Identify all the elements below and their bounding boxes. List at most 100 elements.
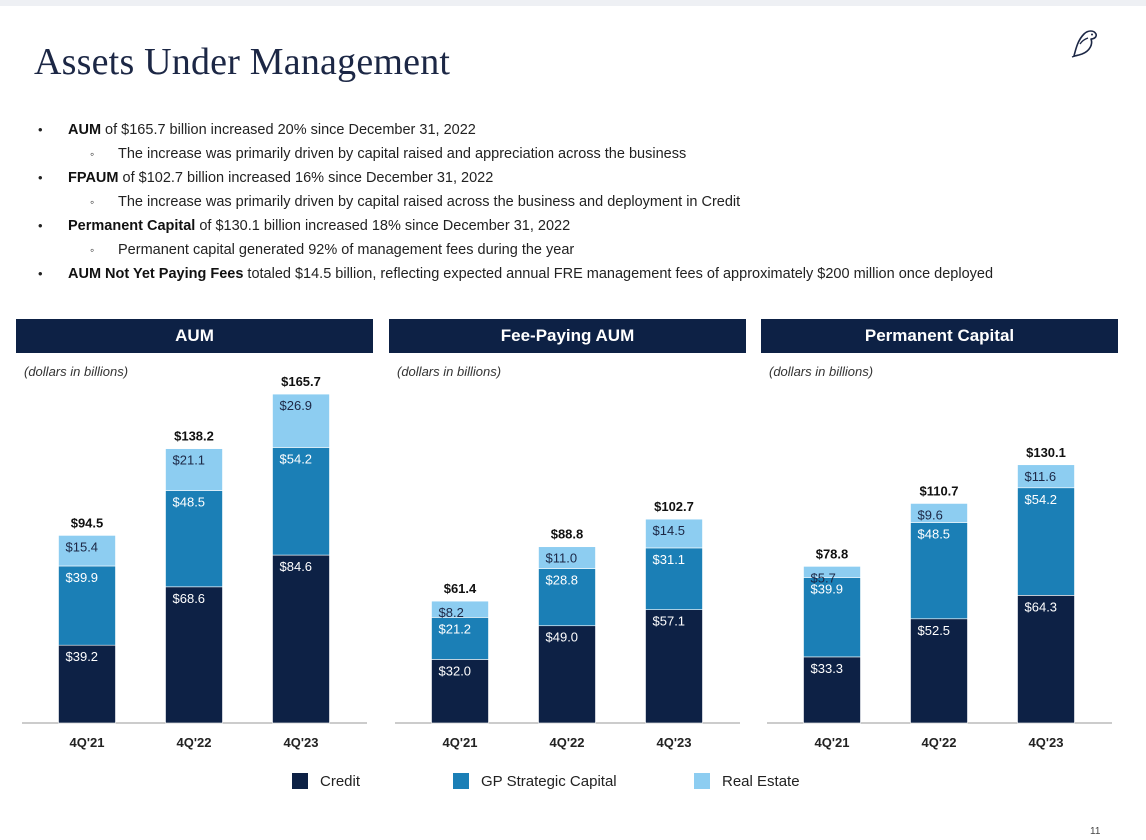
x-tick-label: 4Q'21 <box>70 735 105 750</box>
data-label-credit: $64.3 <box>1025 599 1058 614</box>
data-label-gp-strategic-capital: $39.9 <box>811 582 844 597</box>
bar-segment-gp-strategic-capital <box>803 577 861 658</box>
fee-paying-aum-unit-note: (dollars in billions) <box>397 364 502 379</box>
total-label: $78.8 <box>816 546 849 561</box>
sub-bullet-item: The increase was primarily driven by cap… <box>38 142 1128 166</box>
x-tick-label: 4Q'22 <box>550 735 585 750</box>
data-label-real-estate: $8.2 <box>439 605 464 620</box>
data-label-real-estate: $9.6 <box>918 507 943 522</box>
x-tick-label: 4Q'23 <box>657 735 692 750</box>
total-label: $61.4 <box>444 581 477 596</box>
data-label-credit: $49.0 <box>546 630 579 645</box>
bar-segment-gp-strategic-capital <box>165 490 223 588</box>
fee-paying-aum-panel: Fee-Paying AUM (dollars in billions) $32… <box>389 319 746 750</box>
bullet-emphasis: Permanent Capital <box>68 218 196 234</box>
sub-bullet-item: The increase was primarily driven by cap… <box>38 190 1128 214</box>
aum-unit-note: (dollars in billions) <box>24 364 129 379</box>
bullet-emphasis: FPAUM <box>68 170 119 186</box>
bird-logo-icon <box>1071 30 1097 58</box>
total-label: $88.8 <box>551 527 584 542</box>
permanent-capital-chart: $33.3 $39.9$5.7 $78.8 4Q'21 $52.5 $48.5 $9.6 $1… <box>767 445 1112 750</box>
data-label-real-estate: $5.7 <box>811 570 836 585</box>
data-label-gp-strategic-capital: $31.1 <box>653 552 686 567</box>
bullet-item: Permanent Capital of $130.1 billion incr… <box>38 214 1128 238</box>
permanent-capital-unit-note: (dollars in billions) <box>769 364 874 379</box>
bullet-emphasis: AUM Not Yet Paying Fees <box>68 266 244 282</box>
data-label-real-estate: $14.5 <box>653 523 686 538</box>
bullet-text: of $165.7 billion increased 20% since De… <box>101 122 476 138</box>
data-label-real-estate: $11.0 <box>546 551 578 566</box>
x-tick-label: 4Q'22 <box>177 735 212 750</box>
bar-segment-gp-strategic-capital <box>1017 487 1075 596</box>
legend-swatch-real-estate <box>694 773 710 789</box>
aum-panel: AUM (dollars in billions) $39.2 $39.9 $15.… <box>16 319 373 750</box>
legend-label-real-estate: Real Estate <box>722 773 800 790</box>
permanent-capital-panel: Permanent Capital (dollars in billions) … <box>761 319 1118 750</box>
aum-panel-title: AUM <box>16 319 373 353</box>
data-label-credit: $39.2 <box>66 649 99 664</box>
bar-segment-real-estate <box>538 546 596 569</box>
bar-segment-credit <box>165 586 223 724</box>
slide-title: Assets Under Management <box>34 41 451 83</box>
total-label: $165.7 <box>281 374 321 389</box>
data-label-real-estate: $15.4 <box>66 539 99 554</box>
data-label-gp-strategic-capital: $21.2 <box>439 621 472 636</box>
bar-segment-credit <box>272 554 330 724</box>
chart-legend: Credit GP Strategic Capital Real Estate <box>0 772 1146 792</box>
data-label-gp-strategic-capital: $28.8 <box>546 573 579 588</box>
permanent-capital-panel-title: Permanent Capital <box>761 319 1118 353</box>
bullet-item: AUM of $165.7 billion increased 20% sinc… <box>38 118 1128 142</box>
data-label-real-estate: $26.9 <box>280 398 313 413</box>
bar-segment-gp-strategic-capital <box>272 447 330 556</box>
total-label: $138.2 <box>174 429 214 444</box>
bar-segment-credit <box>803 656 861 724</box>
bar-segment-real-estate <box>803 566 861 578</box>
bar-segment-real-estate <box>1017 464 1075 489</box>
bar-segment-credit <box>1017 595 1075 724</box>
page-number: 11 <box>1090 826 1101 837</box>
aum-chart: $39.2 $39.9 $15.4 $94.5 4Q'21 $68.6 $48.5 $21.1… <box>22 374 367 750</box>
bar-segment-gp-strategic-capital <box>910 522 968 620</box>
x-tick-label: 4Q'21 <box>443 735 478 750</box>
legend-label-credit: Credit <box>320 773 361 790</box>
data-label-credit: $32.0 <box>439 663 472 678</box>
data-label-real-estate: $11.6 <box>1025 469 1057 484</box>
data-label-credit: $57.1 <box>653 614 686 629</box>
bar-segment-real-estate <box>431 600 489 618</box>
data-label-credit: $33.3 <box>811 661 844 676</box>
legend-swatch-credit <box>292 773 308 789</box>
total-label: $94.5 <box>71 515 104 530</box>
fee-paying-aum-chart: $32.0 $21.2$8.2 $61.4 4Q'21 $49.0 $28.8 $11.0 $… <box>395 499 740 750</box>
bar-segment-real-estate <box>272 393 330 448</box>
bullet-list: AUM of $165.7 billion increased 20% sinc… <box>38 118 1128 286</box>
bar-segment-gp-strategic-capital <box>431 617 489 660</box>
legend-swatch-gp-strategic-capital <box>453 773 469 789</box>
bullet-text: totaled $14.5 billion, reflecting expect… <box>243 266 994 282</box>
x-tick-label: 4Q'21 <box>815 735 850 750</box>
data-label-gp-strategic-capital: $48.5 <box>173 495 206 510</box>
data-label-credit: $52.5 <box>918 623 951 638</box>
bar-segment-real-estate <box>910 503 968 523</box>
bar-segment-credit <box>645 609 703 724</box>
data-label-credit: $84.6 <box>280 559 313 574</box>
bar-segment-gp-strategic-capital <box>538 568 596 627</box>
bar-segment-credit <box>910 618 968 724</box>
bullet-text: of $102.7 billion increased 16% since De… <box>118 170 494 186</box>
data-label-gp-strategic-capital: $39.9 <box>66 570 99 585</box>
bar-segment-real-estate <box>58 535 116 567</box>
bullet-item: FPAUM of $102.7 billion increased 16% si… <box>38 166 1128 190</box>
data-label-real-estate: $21.1 <box>173 453 206 468</box>
bullet-text: Permanent capital generated 92% of manag… <box>118 242 575 258</box>
bullet-text: of $130.1 billion increased 18% since De… <box>195 218 571 234</box>
x-tick-label: 4Q'23 <box>1029 735 1064 750</box>
legend-label-gp-strategic-capital: GP Strategic Capital <box>481 773 617 790</box>
bullet-text: The increase was primarily driven by cap… <box>118 146 687 162</box>
bar-segment-gp-strategic-capital <box>645 547 703 610</box>
fee-paying-aum-panel-title: Fee-Paying AUM <box>389 319 746 353</box>
total-label: $130.1 <box>1026 445 1066 460</box>
sub-bullet-item: Permanent capital generated 92% of manag… <box>38 238 1128 262</box>
data-label-credit: $68.6 <box>173 591 206 606</box>
bar-segment-gp-strategic-capital <box>58 565 116 646</box>
bar-segment-credit <box>431 659 489 724</box>
x-tick-label: 4Q'22 <box>922 735 957 750</box>
